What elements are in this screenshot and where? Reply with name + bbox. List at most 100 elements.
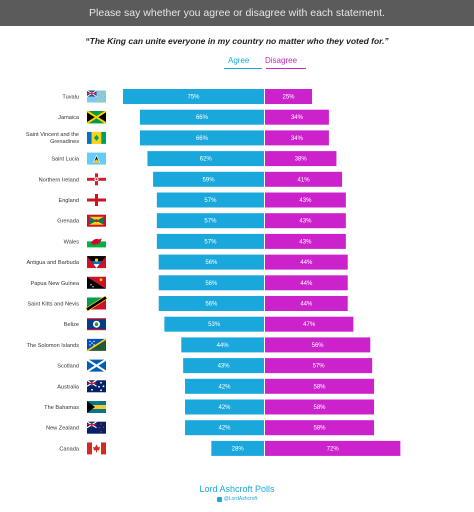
bar-disagree-tuvalu — [265, 89, 312, 104]
bar-agree-belize — [164, 316, 264, 332]
value-agree-papua-new-guinea: 56% — [205, 281, 218, 287]
value-agree-england: 57% — [204, 198, 217, 204]
value-disagree-canada: 72% — [327, 446, 340, 452]
statement-quote: “The King can unite everyone in my count… — [85, 36, 389, 46]
category-label-saint-vincent-and-the-grenadines: Saint Vincent and the Grenadines — [26, 132, 79, 145]
value-disagree-jamaica: 34% — [291, 115, 304, 121]
bar-agree-northern-ireland — [153, 171, 264, 187]
value-disagree-belize: 47% — [303, 322, 316, 328]
bar-agree-jamaica — [139, 109, 264, 125]
category-label-tuvalu: Tuvalu — [62, 95, 79, 101]
bar-disagree-grenada — [265, 213, 346, 229]
bar-disagree-northern-ireland — [265, 171, 343, 187]
bar-agree-the-bahamas — [185, 399, 264, 415]
bar-agree-wales — [156, 233, 264, 249]
wales-flag — [87, 235, 106, 248]
category-label-belize: Belize — [64, 322, 79, 328]
value-agree-scotland: 43% — [218, 364, 231, 370]
bar-disagree-belize — [265, 316, 354, 332]
value-disagree-the-bahamas: 58% — [314, 405, 327, 411]
category-label-the-solomon-islands: The Solomon Islands — [26, 343, 79, 349]
bar-agree-england — [156, 192, 264, 208]
bar-agree-saint-vincent-and-the-grenadines — [139, 130, 264, 146]
bar-agree-australia — [185, 378, 264, 394]
header-banner: Please say whether you agree or disagree… — [0, 0, 474, 26]
bar-agree-saint-kitts-and-nevis — [158, 296, 264, 311]
category-label-the-bahamas: The Bahamas — [44, 405, 79, 411]
saint-vincent-flag — [87, 131, 106, 144]
footer-handle: @LordAshcroft — [223, 496, 258, 502]
footer-title[interactable]: Lord Ashcroft Polls — [199, 484, 275, 494]
belize-flag — [87, 318, 106, 331]
tuvalu-flag — [86, 90, 106, 103]
bar-disagree-saint-kitts-and-nevis — [265, 296, 348, 311]
bar-disagree-canada — [265, 440, 401, 456]
value-disagree-wales: 43% — [299, 239, 312, 245]
bar-disagree-saint-vincent-and-the-grenadines — [265, 130, 329, 146]
category-label-canada: Canada — [59, 446, 79, 452]
bar-disagree-wales — [265, 233, 346, 249]
bar-agree-grenada — [156, 213, 264, 229]
banner-text: Please say whether you agree or disagree… — [89, 7, 385, 19]
value-disagree-new-zealand: 58% — [314, 426, 327, 432]
value-agree-australia: 42% — [219, 384, 232, 390]
value-agree-belize: 53% — [208, 322, 221, 328]
category-label-saint-kitts-and-nevis: Saint Kitts and Nevis — [27, 302, 79, 308]
category-label-new-zealand: New Zealand — [46, 426, 79, 432]
jamaica-flag — [86, 110, 107, 125]
value-agree-antigua-and-barbuda: 56% — [205, 260, 218, 266]
footer-handle-row[interactable]: @LordAshcroft — [0, 496, 474, 502]
category-label-scotland: Scotland — [57, 364, 79, 370]
value-disagree-tuvalu: 25% — [282, 95, 295, 101]
category-label-england: England — [58, 198, 79, 204]
category-label-antigua-and-barbuda: Antigua and Barbuda — [26, 260, 79, 266]
bar-disagree-scotland — [265, 358, 373, 374]
bar-agree-scotland — [183, 358, 264, 374]
saint-kitts-flag — [85, 295, 108, 312]
value-agree-grenada: 57% — [204, 219, 217, 225]
category-label-wales: Wales — [64, 239, 80, 245]
saint-lucia-flag — [87, 152, 106, 165]
value-agree-the-bahamas: 42% — [219, 405, 232, 411]
value-agree-canada: 28% — [232, 446, 245, 452]
category-label-australia: Australia — [57, 384, 80, 390]
value-disagree-the-solomon-islands: 56% — [312, 343, 325, 349]
value-agree-new-zealand: 42% — [219, 426, 232, 432]
value-agree-saint-lucia: 62% — [200, 157, 213, 163]
category-label-papua-new-guinea: Papua New Guinea — [30, 281, 79, 287]
bahamas-flag — [87, 401, 106, 413]
value-disagree-saint-lucia: 38% — [295, 157, 308, 163]
value-disagree-northern-ireland: 41% — [298, 177, 311, 183]
legend-disagree-arrow — [266, 68, 306, 69]
value-disagree-scotland: 57% — [313, 364, 326, 370]
bar-agree-antigua-and-barbuda — [158, 254, 264, 270]
value-agree-wales: 57% — [204, 239, 217, 245]
bar-disagree-the-solomon-islands — [265, 337, 371, 353]
bar-disagree-papua-new-guinea — [265, 275, 348, 291]
antigua-flag — [87, 256, 106, 269]
grenada-flag — [87, 214, 106, 227]
bar-disagree-antigua-and-barbuda — [265, 254, 348, 270]
bar-agree-new-zealand — [185, 420, 264, 436]
value-disagree-saint-kitts-and-nevis: 44% — [300, 302, 313, 308]
bar-disagree-saint-lucia — [265, 151, 337, 167]
solomon-islands-flag — [86, 338, 107, 352]
value-disagree-papua-new-guinea: 44% — [300, 281, 313, 287]
bar-agree-tuvalu — [123, 89, 264, 104]
value-agree-saint-vincent-and-the-grenadines: 66% — [196, 136, 209, 142]
papua-new-guinea-flag — [87, 276, 106, 289]
bar-agree-the-solomon-islands — [181, 337, 264, 353]
northern-ireland-flag — [87, 173, 106, 186]
value-disagree-grenada: 43% — [299, 219, 312, 225]
bar-disagree-england — [265, 192, 346, 208]
value-agree-tuvalu: 75% — [187, 95, 200, 101]
value-agree-northern-ireland: 59% — [203, 177, 216, 183]
legend-agree-arrow — [224, 68, 262, 69]
twitter-icon — [216, 496, 222, 502]
scotland-flag — [86, 358, 107, 373]
legend-disagree: Disagree — [265, 56, 298, 65]
value-disagree-england: 43% — [299, 198, 312, 204]
bar-disagree-new-zealand — [265, 420, 375, 436]
legend: Agree Disagree — [200, 56, 340, 74]
